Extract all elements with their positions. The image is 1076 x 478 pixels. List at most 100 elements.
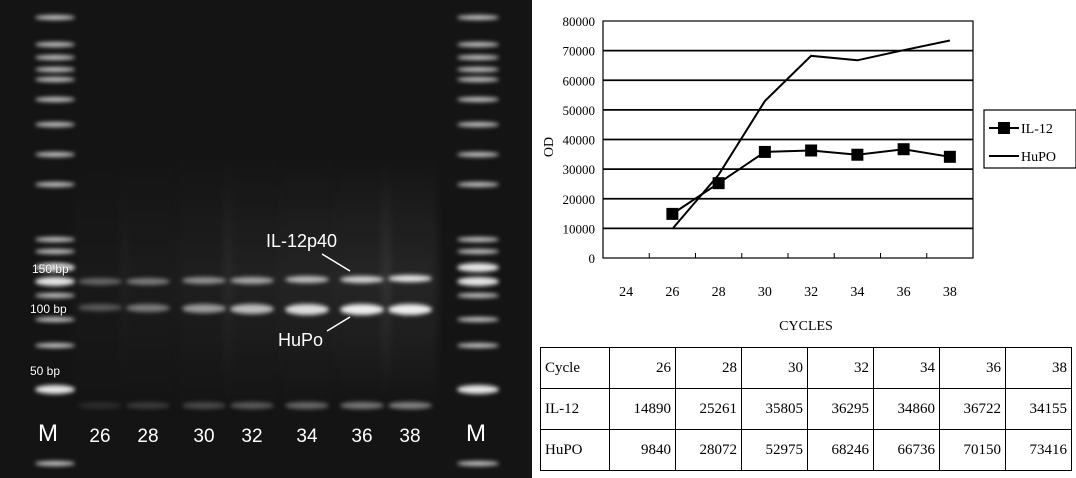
table-cell: 66736 bbox=[873, 429, 940, 471]
primer-band bbox=[340, 402, 384, 409]
lane-label: 30 bbox=[193, 426, 215, 447]
size-label-100bp: 100 bp bbox=[30, 302, 67, 316]
ladder-band bbox=[35, 182, 75, 187]
data-table: Cycle 26 28 30 32 34 36 38 IL-12 14890 25261 35805 3… bbox=[540, 347, 1072, 471]
data-point-il-12 bbox=[805, 144, 818, 157]
y-tick-label: 20000 bbox=[563, 192, 596, 207]
table-cell: 36722 bbox=[939, 388, 1006, 430]
ladder-band bbox=[35, 293, 75, 298]
lane-smear bbox=[120, 150, 176, 410]
table-cell: 28072 bbox=[675, 429, 742, 471]
ladder-band bbox=[35, 263, 75, 272]
ladder-band bbox=[457, 237, 499, 242]
table-row: IL-12 14890 25261 35805 36295 34860 36722 34155 bbox=[540, 388, 1072, 430]
data-point-il-12 bbox=[851, 148, 864, 161]
table-cell: 34 bbox=[873, 347, 940, 389]
row-header: IL-12 bbox=[540, 388, 610, 430]
primer-band bbox=[126, 402, 170, 409]
table-cell: 25261 bbox=[675, 388, 742, 430]
table-cell: 70150 bbox=[939, 429, 1006, 471]
table-cell: 9840 bbox=[609, 429, 676, 471]
ladder-band bbox=[457, 249, 499, 254]
table-row: Cycle 26 28 30 32 34 36 38 bbox=[540, 347, 1072, 389]
y-tick-label: 30000 bbox=[563, 162, 596, 177]
table-cell: 73416 bbox=[1005, 429, 1072, 471]
marker-label-left: M bbox=[38, 420, 58, 447]
lane-label: 26 bbox=[89, 426, 111, 447]
ladder-band bbox=[35, 122, 75, 127]
legend bbox=[983, 109, 1076, 169]
ladder-band bbox=[35, 385, 75, 394]
il12p40-band bbox=[388, 275, 432, 282]
ladder-band bbox=[35, 249, 75, 254]
primer-band bbox=[230, 402, 274, 409]
ladder-band bbox=[457, 67, 499, 72]
y-tick-label: 0 bbox=[589, 251, 596, 266]
y-tick-label: 70000 bbox=[563, 44, 596, 59]
ladder-band bbox=[457, 263, 499, 272]
x-tick-label: 34 bbox=[850, 285, 864, 300]
y-tick-label: 60000 bbox=[563, 73, 596, 88]
ladder-band bbox=[35, 461, 75, 466]
table-cell: 30 bbox=[741, 347, 808, 389]
y-tick-label: 80000 bbox=[563, 14, 596, 29]
lane-label: 32 bbox=[241, 426, 263, 447]
lane-label: 28 bbox=[137, 426, 159, 447]
table-row: HuPO 9840 28072 52975 68246 66736 70150 73416 bbox=[540, 429, 1072, 471]
ladder-band bbox=[35, 343, 75, 348]
table-cell: 32 bbox=[807, 347, 874, 389]
x-tick-label: 32 bbox=[804, 285, 818, 300]
ladder-band bbox=[457, 42, 499, 47]
x-tick-label: 24 bbox=[619, 285, 633, 300]
ladder-band bbox=[457, 293, 499, 298]
il12p40-band bbox=[285, 276, 329, 283]
y-tick-label: 10000 bbox=[563, 221, 596, 236]
ladder-band bbox=[35, 152, 75, 157]
ladder-band bbox=[457, 343, 499, 348]
ladder-band bbox=[35, 42, 75, 47]
hupo-band bbox=[126, 304, 170, 312]
x-tick-label: 28 bbox=[712, 285, 726, 300]
table-cell: 26 bbox=[609, 347, 676, 389]
il12p40-band bbox=[182, 277, 226, 284]
x-tick-label: 38 bbox=[943, 285, 957, 300]
ladder-band bbox=[457, 277, 499, 286]
ladder-band bbox=[35, 77, 75, 82]
hupo-band bbox=[78, 304, 122, 311]
data-point-il-12 bbox=[712, 177, 725, 190]
ladder-band bbox=[457, 317, 499, 322]
lane-smear bbox=[72, 150, 128, 410]
x-tick-label: 36 bbox=[897, 285, 911, 300]
legend-label: HuPO bbox=[1021, 150, 1056, 165]
pointer-line-il12p40 bbox=[321, 253, 351, 272]
annotation-pointers bbox=[321, 253, 351, 332]
chart-panel: 0 10000 20000 30000 40000 50000 60000 70000 8000… bbox=[537, 0, 1076, 478]
primer-band bbox=[388, 402, 432, 409]
x-tick-label: 30 bbox=[758, 285, 772, 300]
table-cell: 68246 bbox=[807, 429, 874, 471]
ladder-band bbox=[457, 77, 499, 82]
il12p40-band bbox=[78, 278, 122, 285]
ladder-band bbox=[457, 15, 499, 20]
table-cell: 36295 bbox=[807, 388, 874, 430]
annotation-hupo: HuPo bbox=[278, 330, 324, 350]
data-point-il-12 bbox=[758, 145, 771, 158]
agarose-gel-image: M M 26 28 30 32 34 36 38 150 bp 100 bp 50 bp IL-12p4… bbox=[0, 0, 532, 478]
ladder-band bbox=[35, 67, 75, 72]
primer-band bbox=[182, 402, 226, 409]
series-line-hupo bbox=[671, 39, 951, 230]
table-cell: 34155 bbox=[1005, 388, 1072, 430]
il12p40-band bbox=[340, 275, 384, 283]
ladder-band bbox=[457, 97, 499, 102]
y-tick-label: 50000 bbox=[563, 103, 596, 118]
hupo-band bbox=[340, 304, 384, 315]
table-cell: 52975 bbox=[741, 429, 808, 471]
row-header: HuPO bbox=[540, 429, 610, 471]
ladder-band bbox=[457, 152, 499, 157]
x-axis-label: CYCLES bbox=[779, 319, 833, 334]
y-tick-label: 40000 bbox=[563, 133, 596, 148]
marker-label-right: M bbox=[466, 420, 486, 447]
lane-label: 34 bbox=[296, 426, 318, 447]
ladder-band bbox=[457, 385, 499, 394]
hupo-band bbox=[388, 304, 432, 315]
